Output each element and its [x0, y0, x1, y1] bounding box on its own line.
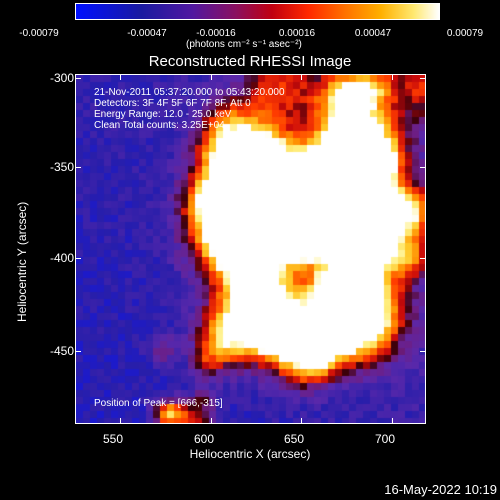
colorbar-tick-label: 0.00047: [354, 28, 392, 39]
x-tick-label: 600: [193, 432, 215, 446]
y-tick-label: -450: [49, 344, 74, 358]
heatmap-image: [76, 75, 425, 423]
x-tick-label: 650: [283, 432, 305, 446]
x-axis-tick: [301, 74, 302, 80]
info-line-counts: Clean Total counts: 3.25E+04: [94, 120, 225, 131]
y-axis-tick: [420, 167, 426, 168]
info-line-detectors: Detectors: 3F 4F 5F 6F 7F 8F, Att 0: [94, 98, 251, 109]
timestamp: 16-May-2022 10:19: [384, 482, 497, 497]
x-axis-tick: [211, 418, 212, 424]
x-axis-tick: [211, 74, 212, 80]
colorbar-tick-label: 0.00016: [278, 28, 316, 39]
y-axis-tick: [75, 167, 81, 168]
plot-area: 21-Nov-2011 05:37:20.000 to 05:43:20.000…: [75, 74, 426, 424]
x-axis-tick: [120, 418, 121, 424]
x-axis-tick: [392, 418, 393, 424]
plot-title: Reconstructed RHESSI Image: [148, 53, 352, 70]
peak-position-label: Position of Peak = [666,-315]: [94, 398, 223, 409]
y-tick-label: -400: [49, 251, 74, 265]
colorbar-unit: (photons cm⁻² s⁻¹ asec⁻²): [186, 39, 302, 50]
y-tick-label: -350: [49, 160, 74, 174]
info-line-time: 21-Nov-2011 05:37:20.000 to 05:43:20.000: [94, 87, 285, 98]
y-axis-tick: [75, 351, 81, 352]
y-axis-title: Heliocentric Y (arcsec): [15, 201, 29, 322]
colorbar: [75, 3, 440, 20]
y-axis-tick: [420, 351, 426, 352]
x-tick-label: 700: [374, 432, 396, 446]
y-axis-tick: [420, 258, 426, 259]
x-axis-tick: [120, 74, 121, 80]
y-axis-tick: [420, 78, 426, 79]
colorbar-tick-label: -0.00047: [127, 28, 167, 39]
y-tick-label: -300: [49, 71, 74, 85]
y-axis-tick: [75, 258, 81, 259]
colorbar-tick-label: -0.00079: [19, 28, 59, 39]
colorbar-tick-label: -0.00016: [196, 28, 236, 39]
info-line-energy: Energy Range: 12.0 - 25.0 keV: [94, 109, 232, 120]
x-axis-tick: [301, 418, 302, 424]
y-axis-tick: [75, 78, 81, 79]
x-axis-title: Heliocentric X (arcsec): [189, 447, 311, 461]
x-axis-tick: [392, 74, 393, 80]
colorbar-tick-label: 0.00079: [446, 28, 484, 39]
x-tick-label: 550: [102, 432, 124, 446]
